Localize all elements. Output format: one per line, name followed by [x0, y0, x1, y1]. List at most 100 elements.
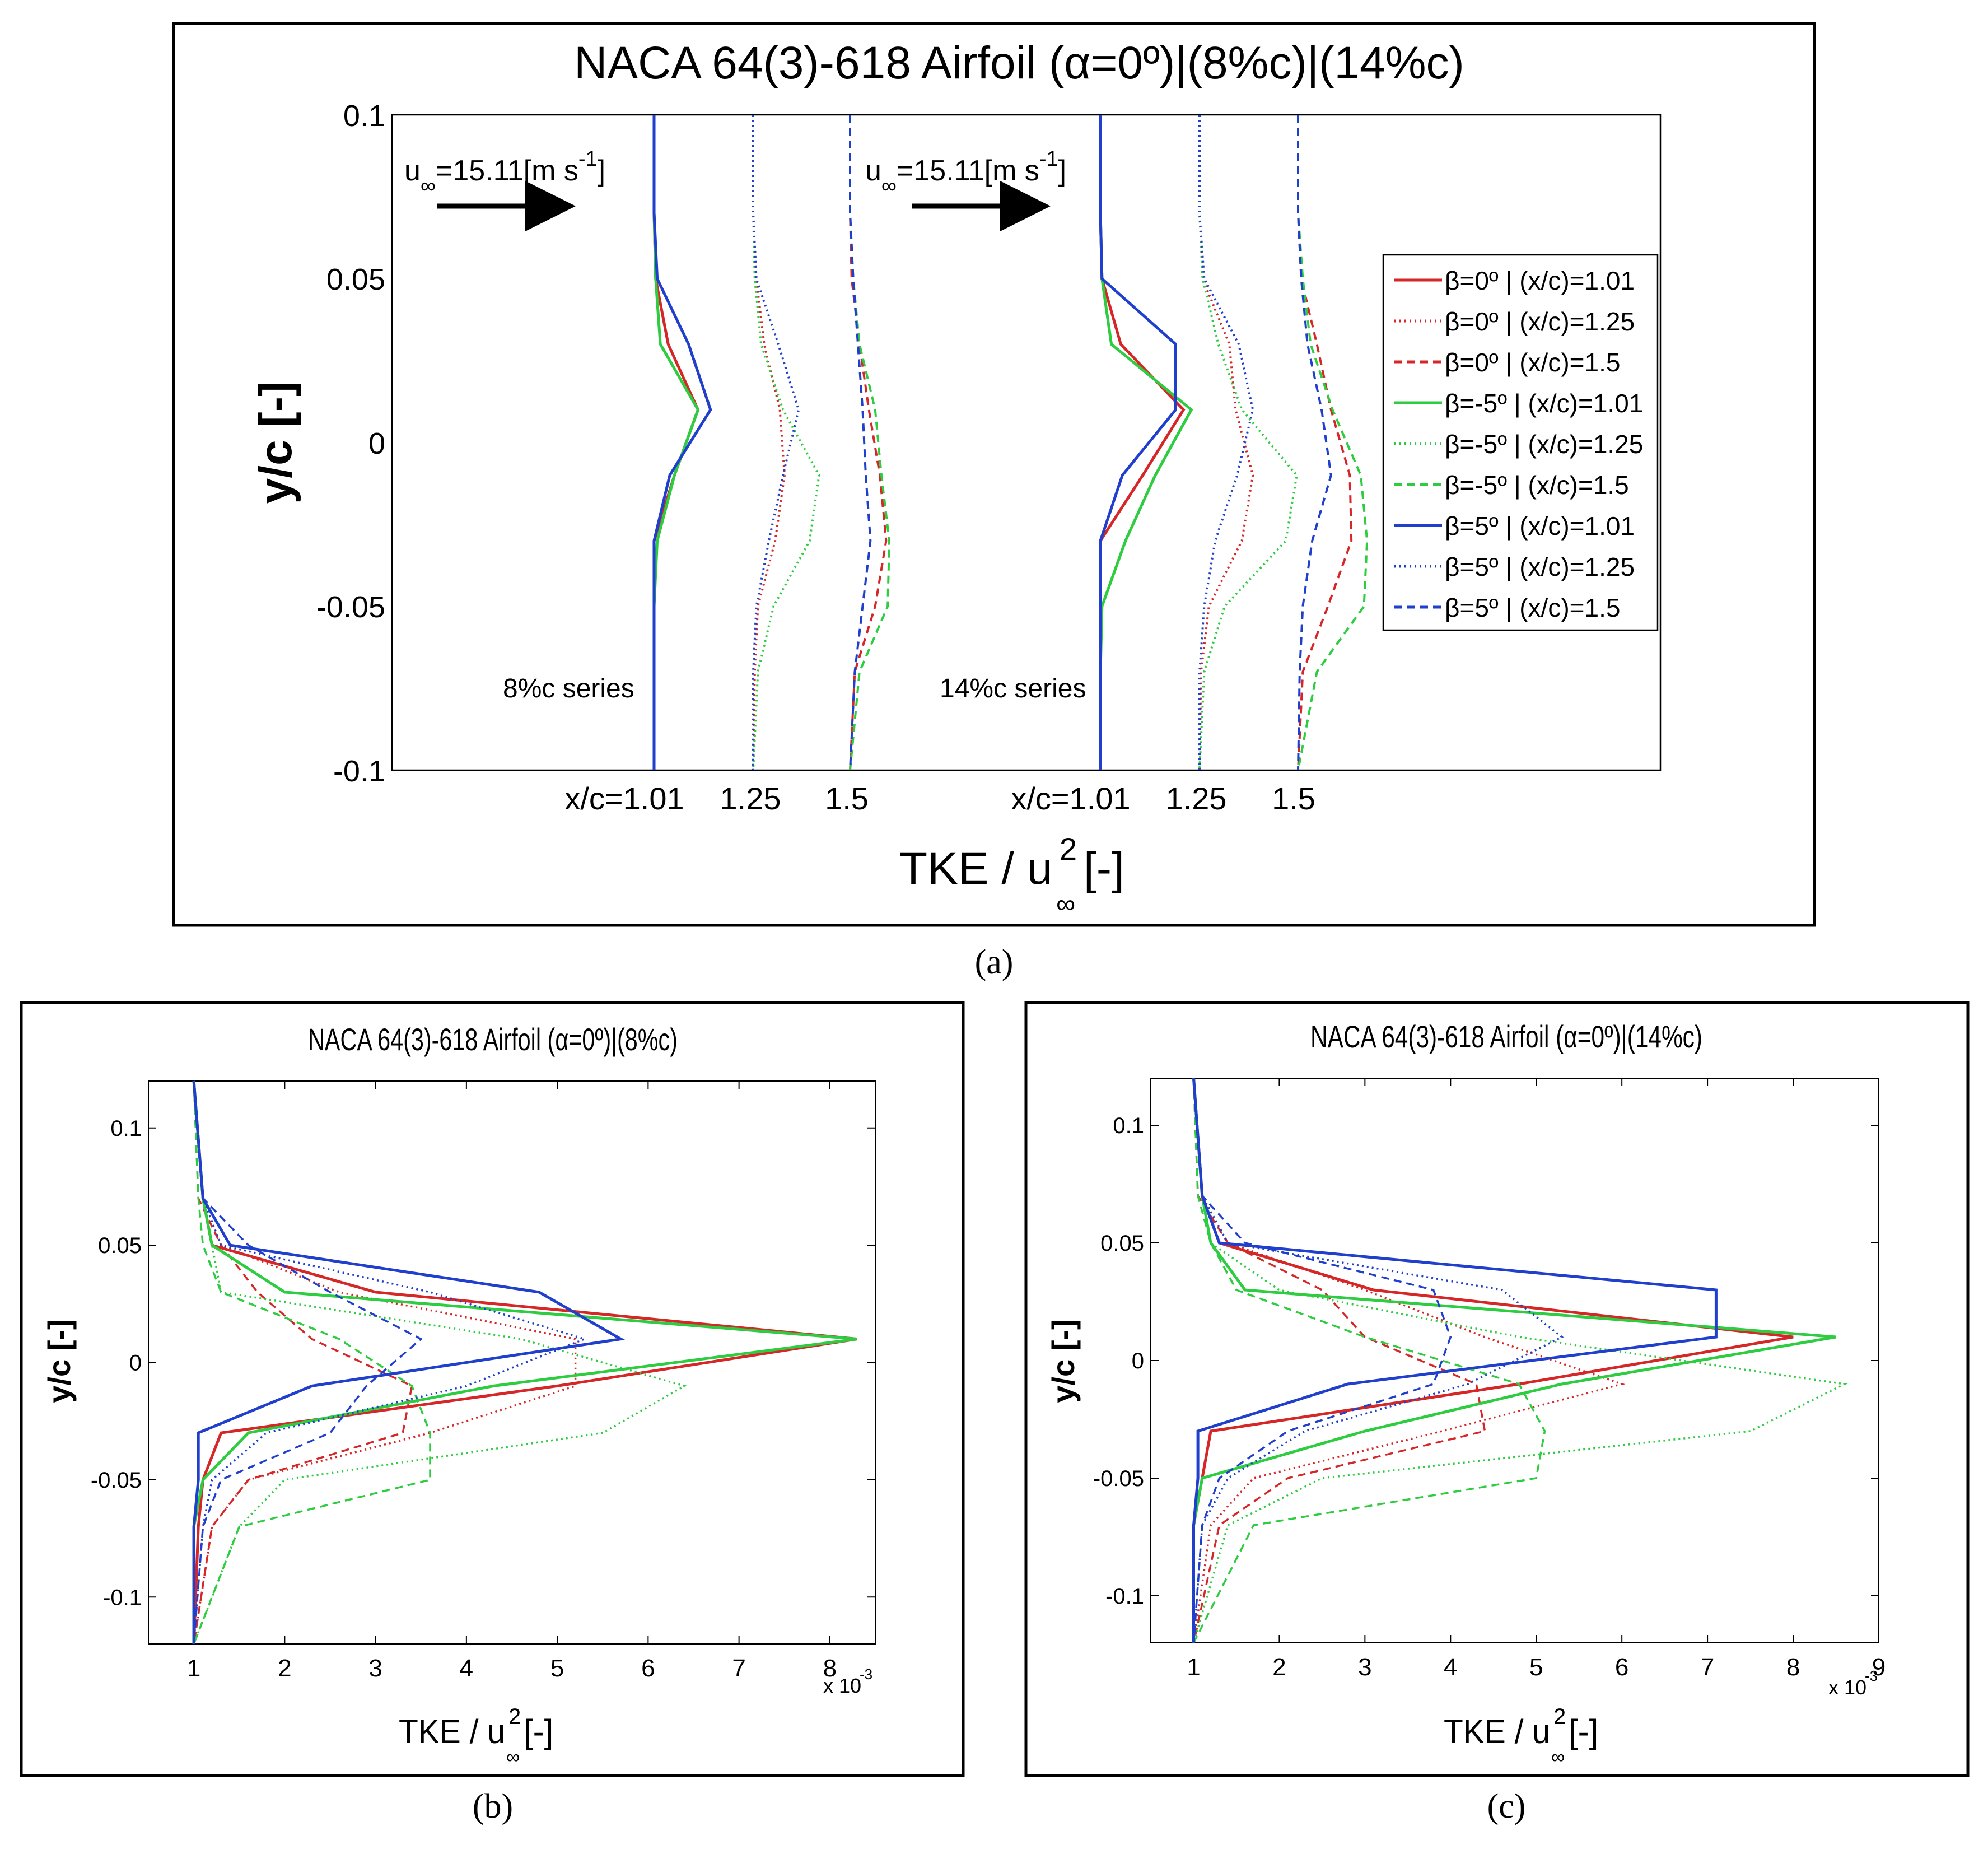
y-tick-label: 0.1 — [110, 1116, 142, 1141]
panel-b-curves — [192, 1080, 857, 1645]
freestream-superscript: -1 — [1039, 147, 1058, 171]
panel-c: NACA 64(3)-618 Airfoil (α=0º)|(14%c) 1 2 3… — [1024, 1001, 1970, 1777]
panel-b-plot-area — [148, 1080, 876, 1645]
freestream-close: ] — [598, 155, 605, 187]
y-tick-label: 0.05 — [1100, 1231, 1144, 1256]
x-label-suffix: [-] — [524, 1713, 553, 1750]
legend-label: β=0º | (x/c)=1.5 — [1445, 348, 1620, 377]
x-label-main: TKE / u — [899, 843, 1052, 894]
x-tick-label: 7 — [1701, 1653, 1714, 1681]
y-tick-label: 0 — [129, 1351, 142, 1376]
y-tick-label: -0.1 — [1105, 1584, 1144, 1609]
x-label-main: TKE / u — [1444, 1713, 1550, 1750]
series-line — [1099, 115, 1177, 770]
x-tick-label: 2 — [1272, 1653, 1286, 1681]
y-tick-label: -0.1 — [103, 1585, 142, 1610]
panel-a-x-label: TKE / u 2 ∞ [-] — [899, 831, 1124, 919]
legend-label: β=-5º | (x/c)=1.01 — [1445, 389, 1643, 418]
panel-c-caption: (c) — [1487, 1787, 1526, 1825]
series-14-annotation: 14%c series — [940, 674, 1086, 704]
x-tick-label: 1.5 — [825, 781, 869, 816]
x-label-suffix: [-] — [1084, 843, 1124, 894]
series-line — [193, 1080, 423, 1645]
series-line — [1192, 1078, 1546, 1643]
x-label-superscript: 2 — [1553, 1704, 1566, 1729]
legend-label: β=5º | (x/c)=1.25 — [1445, 552, 1635, 581]
legend-label: β=5º | (x/c)=1.5 — [1445, 593, 1620, 622]
freestream-close: ] — [1058, 155, 1066, 187]
panel-c-x-label: TKE / u 2 ∞ [-] — [1444, 1704, 1598, 1768]
x-tick-label: 1.25 — [720, 781, 781, 816]
x-label-subscript: ∞ — [1551, 1746, 1565, 1768]
series-line — [193, 1080, 413, 1645]
panel-b-x-multiplier: x 10 -3 — [823, 1666, 872, 1697]
freestream-value: =15.11[m s — [436, 155, 578, 187]
x-tick-label: 7 — [732, 1655, 745, 1682]
panel-c-curves — [1192, 1078, 1848, 1643]
x-tick-label: x/c=1.01 — [1011, 781, 1130, 816]
x-tick-label: 5 — [550, 1655, 564, 1682]
x-tick-label: 8 — [823, 1655, 837, 1682]
series-line — [193, 1080, 687, 1645]
panel-a-curves — [652, 115, 1369, 771]
freestream-superscript: -1 — [578, 147, 598, 171]
panel-a-y-axis: 0.1 0.05 0 -0.05 -0.1 — [316, 99, 385, 788]
series-line — [752, 115, 800, 770]
series-line — [652, 115, 712, 770]
panel-b-axes: 1 2 3 4 5 6 7 8 0.1 0.05 0 -0.05 -0.1 — [91, 1081, 875, 1682]
y-tick-label: -0.05 — [1093, 1466, 1144, 1491]
y-tick-label: 0.1 — [343, 99, 385, 133]
x-tick-label: 4 — [1444, 1653, 1457, 1681]
panel-b: NACA 64(3)-618 Airfoil (α=0º)|(8%c) 1 2 3 4… — [20, 1001, 965, 1777]
x-tick-label: 3 — [1358, 1653, 1371, 1681]
x-label-subscript: ∞ — [506, 1746, 520, 1768]
x-multiplier-exponent: -3 — [1865, 1667, 1878, 1684]
series-line — [1192, 1078, 1718, 1643]
panel-b-y-label: y/c [-] — [41, 1319, 77, 1403]
x-multiplier: x 10 — [823, 1674, 861, 1697]
series-line — [1297, 115, 1332, 771]
y-tick-label: -0.05 — [316, 590, 385, 624]
x-tick-label: 8 — [1786, 1653, 1800, 1681]
panel-a: NACA 64(3)-618 Airfoil (α=0º)|(8%c)|(14%… — [172, 22, 1816, 927]
panel-c-x-multiplier: x 10 -3 — [1828, 1667, 1878, 1699]
series-line — [1192, 1078, 1564, 1643]
panel-a-y-label: y/c [-] — [250, 381, 301, 504]
legend-label: β=5º | (x/c)=1.01 — [1445, 511, 1635, 541]
legend-label: β=-5º | (x/c)=1.5 — [1445, 471, 1629, 500]
freestream-annotation-14: u∞=15.11[m s-1] — [865, 147, 1066, 231]
y-tick-label: 0.1 — [1113, 1114, 1144, 1138]
legend-label: β=0º | (x/c)=1.01 — [1445, 266, 1635, 295]
panel-a-legend: β=0º | (x/c)=1.01 β=0º | (x/c)=1.25 β=0º |… — [1382, 254, 1659, 631]
y-tick-label: 0.05 — [326, 263, 385, 296]
series-line — [193, 1080, 588, 1645]
y-tick-label: -0.05 — [91, 1468, 142, 1493]
freestream-subscript: ∞ — [421, 174, 436, 198]
series-line — [193, 1080, 431, 1645]
x-tick-label: 2 — [278, 1655, 291, 1682]
x-label-superscript: 2 — [1060, 831, 1077, 867]
y-tick-label: 0 — [368, 427, 385, 460]
x-tick-label: 9 — [1872, 1653, 1886, 1681]
x-multiplier: x 10 — [1828, 1676, 1866, 1699]
x-tick-label: 6 — [641, 1655, 655, 1682]
panel-b-x-label: TKE / u 2 ∞ [-] — [399, 1704, 553, 1768]
freestream-value: =15.11[m s — [897, 155, 1039, 187]
svg-text:u∞=15.11[m s-1]: u∞=15.11[m s-1] — [404, 147, 605, 198]
y-tick-label: -0.1 — [333, 754, 385, 788]
x-tick-label: 4 — [460, 1655, 473, 1682]
panel-c-y-label: y/c [-] — [1046, 1319, 1081, 1403]
panel-c-axes: 1 2 3 4 5 6 7 8 9 0.1 0.05 0 -0.05 -0.1 — [1093, 1078, 1886, 1681]
series-8-annotation: 8%c series — [503, 674, 634, 704]
freestream-subscript: ∞ — [881, 174, 897, 198]
legend-label: β=0º | (x/c)=1.25 — [1445, 307, 1635, 336]
panel-a-x-axis: x/c=1.01 1.25 1.5 x/c=1.01 1.25 1.5 — [564, 781, 1315, 816]
x-multiplier-exponent: -3 — [860, 1666, 872, 1683]
x-tick-label: 1 — [1187, 1653, 1200, 1681]
series-line — [192, 1080, 626, 1644]
x-tick-label: 1 — [187, 1655, 200, 1682]
freestream-u: u — [404, 155, 421, 187]
legend-box — [1382, 254, 1659, 631]
panel-c-title: NACA 64(3)-618 Airfoil (α=0º)|(14%c) — [1310, 1019, 1702, 1054]
